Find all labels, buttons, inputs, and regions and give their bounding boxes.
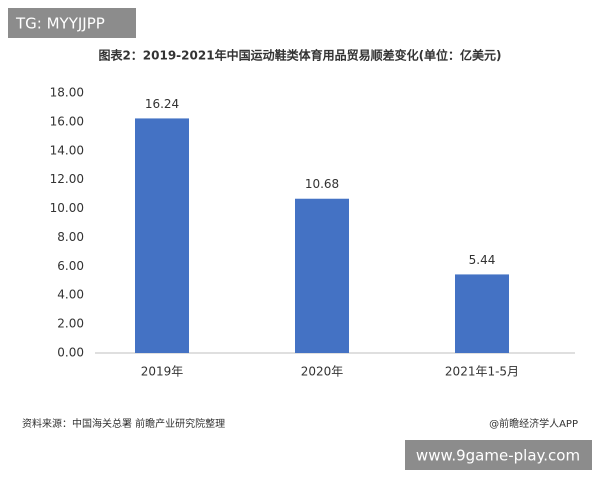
watermark: TG: MYYJJPP [15, 15, 105, 33]
value-label: 16.24 [145, 97, 179, 111]
y-tick-label: 8.00 [57, 230, 84, 244]
value-label: 5.44 [469, 253, 496, 267]
credit: @前瞻经济学人APP [489, 417, 578, 430]
y-tick-label: 10.00 [50, 201, 84, 215]
value-label: 10.68 [305, 177, 339, 191]
chart-title: 图表2：2019-2021年中国运动鞋类体育用品贸易顺差变化(单位：亿美元) [98, 48, 501, 63]
y-tick-label: 16.00 [50, 114, 84, 128]
bar [295, 198, 349, 353]
bar [455, 274, 509, 353]
source: 资料来源：中国海关总署 前瞻产业研究院整理 [22, 417, 225, 430]
y-tick-label: 0.00 [57, 346, 84, 360]
y-tick-label: 2.00 [57, 317, 84, 331]
y-tick-label: 6.00 [57, 259, 84, 273]
bar [135, 118, 189, 353]
watermark-box [8, 8, 136, 38]
watermark-box [405, 440, 592, 470]
y-tick-label: 18.00 [50, 86, 84, 100]
x-tick-label: 2021年1-5月 [445, 365, 519, 379]
x-tick-label: 2020年 [301, 365, 344, 379]
y-tick-label: 4.00 [57, 288, 84, 302]
x-tick-label: 2019年 [141, 365, 184, 379]
y-tick-label: 12.00 [50, 172, 84, 186]
watermark: www.9game-play.com [416, 447, 580, 465]
y-tick-label: 14.00 [50, 143, 84, 157]
